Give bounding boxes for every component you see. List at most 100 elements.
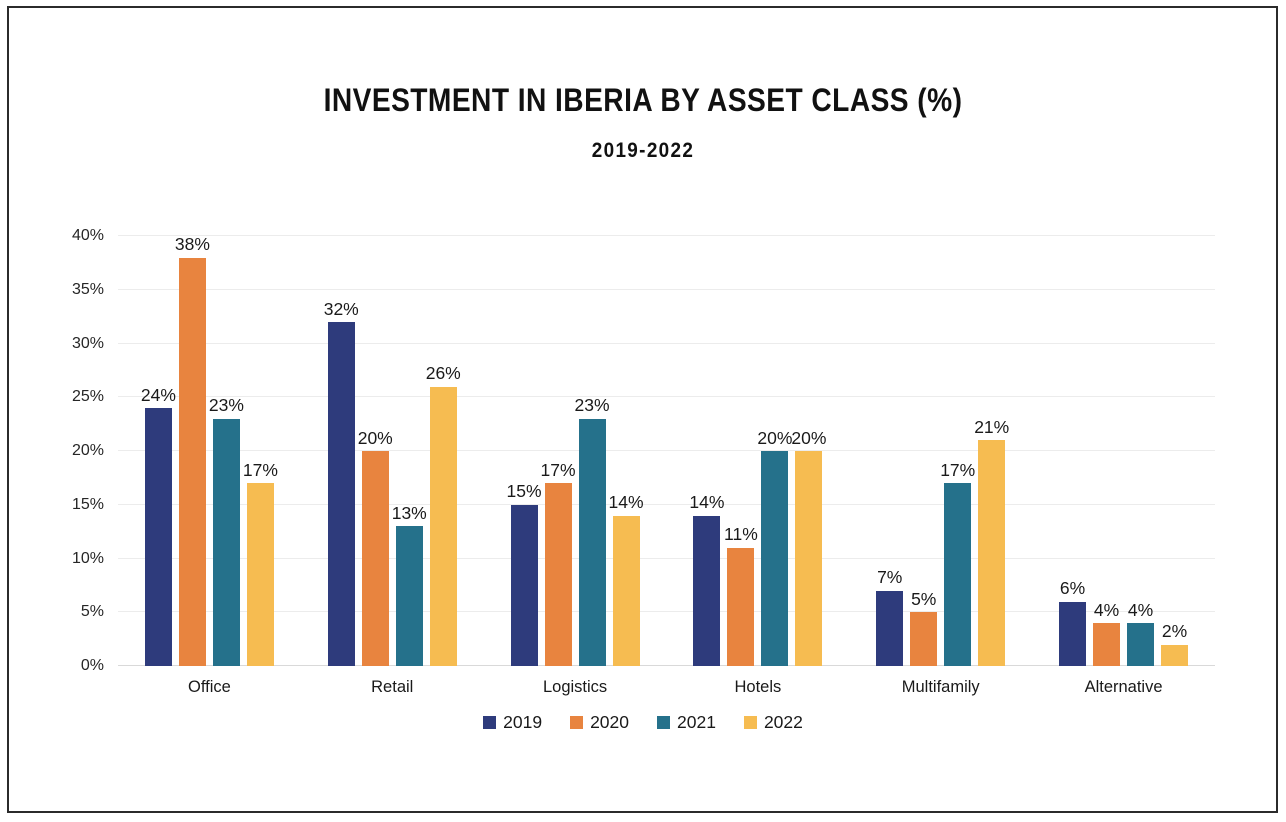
bar-slot-2019-multifamily: 7% (876, 569, 904, 666)
category-label-multifamily: Multifamily (901, 678, 980, 696)
bar-slot-2022-logistics: 14% (609, 493, 644, 666)
bar-group-office: 24% 38% 23% 17% (118, 235, 301, 666)
legend-swatch-icon (483, 716, 497, 730)
bar-value-label: 14% (608, 492, 644, 512)
bar-2022-logistics (612, 515, 640, 666)
legend-item-2019: 2019 (483, 712, 543, 732)
bar-value-label: 2% (1161, 621, 1188, 641)
y-axis-tick-label: 15% (71, 495, 104, 513)
bar-2019-alternative (1059, 601, 1087, 666)
bar-slot-2019-retail: 32% (324, 300, 359, 666)
bar-2020-alternative (1093, 623, 1121, 666)
bar-slot-2019-alternative: 6% (1059, 579, 1087, 666)
legend-label: 2019 (503, 712, 543, 732)
gridline (118, 288, 1215, 290)
bar-slot-2022-alternative: 2% (1161, 622, 1189, 666)
y-axis-tick-label: 30% (71, 334, 104, 352)
bar-value-label: 5% (911, 588, 937, 609)
bar-2022-alternative (1161, 644, 1189, 666)
bar-2020-retail (361, 451, 389, 666)
bar-2022-retail (429, 386, 457, 666)
bar-value-label: 38% (174, 234, 210, 254)
bar-value-label: 6% (1059, 578, 1086, 598)
legend-label: 2020 (590, 712, 629, 732)
bar-slot-2021-multifamily: 17% (940, 461, 975, 666)
bar-slot-2021-hotels: 20% (757, 429, 792, 666)
bar-value-label: 32% (323, 298, 359, 319)
bar-slot-2020-multifamily: 5% (910, 590, 938, 666)
y-axis-tick-label: 20% (71, 442, 104, 459)
bar-slot-2019-logistics: 15% (507, 483, 542, 666)
y-axis-tick-label: 10% (71, 549, 104, 567)
bar-value-label: 20% (357, 427, 393, 448)
bar-value-label: 17% (242, 459, 278, 480)
bar-2021-hotels (761, 451, 789, 666)
bar-slot-2022-multifamily: 21% (974, 418, 1009, 666)
bar-2019-multifamily (876, 590, 904, 666)
bar-2021-office (212, 418, 240, 666)
bar-value-label: 11% (724, 524, 758, 545)
category-label-retail: Retail (371, 678, 414, 696)
bar-slot-2020-office: 38% (175, 235, 210, 666)
bar-slot-2022-office: 17% (243, 461, 278, 666)
bar-value-label: 23% (574, 395, 610, 416)
bar-value-label: 13% (391, 502, 427, 523)
bar-slot-2020-hotels: 11% (724, 526, 758, 666)
bar-2022-office (246, 483, 274, 666)
bar-2019-office (144, 408, 172, 666)
bar-2020-hotels (727, 547, 755, 666)
y-axis-tick-label: 0% (80, 657, 104, 674)
legend: 2019 2020 2021 2022 (0, 712, 1286, 732)
bar-value-label: 17% (540, 459, 576, 480)
gridline (118, 396, 1215, 398)
bar-group-hotels: 14% 11% 20% 20% (666, 236, 849, 666)
y-axis-tick-label: 35% (71, 280, 104, 298)
y-axis-tick-label: 25% (71, 388, 104, 406)
bar-slot-2021-office: 23% (209, 397, 244, 666)
bar-value-label: 26% (425, 363, 461, 383)
bar-value-label: 20% (757, 427, 793, 448)
bar-group-multifamily: 7% 5% 17% 21% (849, 236, 1032, 666)
bar-value-label: 15% (506, 481, 542, 502)
bar-value-label: 17% (940, 459, 976, 480)
bar-2022-multifamily (978, 440, 1006, 666)
bar-2019-retail (327, 322, 355, 666)
legend-swatch-icon (743, 716, 757, 730)
gridline (118, 450, 1215, 451)
bar-groups: 24% 38% 23% 17% 32% 20% 13% 26% 15% 17% 23% 14% 14% 1… (118, 235, 1215, 666)
gridline (118, 557, 1215, 559)
bar-2019-hotels (693, 515, 721, 666)
bar-group-alternative: 6% 4% 4% 2% (1032, 236, 1215, 666)
gridline (118, 503, 1215, 505)
bar-value-label: 21% (974, 416, 1010, 437)
legend-label: 2022 (763, 712, 803, 732)
bar-slot-2022-hotels: 20% (791, 429, 826, 666)
bar-2022-hotels (795, 451, 823, 666)
legend-label: 2021 (677, 712, 716, 732)
bar-2021-retail (395, 526, 423, 666)
y-axis-tick-label: 40% (71, 227, 104, 244)
bar-2021-alternative (1127, 623, 1155, 666)
chart-title: INVESTMENT IN IBERIA BY ASSET CLASS (%) (323, 82, 963, 118)
legend-item-2021: 2021 (657, 712, 716, 732)
bar-value-label: 23% (208, 395, 244, 416)
legend-swatch-icon (570, 716, 584, 730)
y-axis-tick-label: 5% (80, 603, 104, 621)
gridline (118, 611, 1215, 613)
bar-value-label: 4% (1093, 599, 1120, 620)
bar-2020-office (178, 257, 206, 666)
bar-slot-2020-logistics: 17% (541, 461, 576, 666)
bar-slot-2021-retail: 13% (392, 504, 427, 666)
legend-item-2020: 2020 (570, 712, 629, 732)
bar-slot-2020-retail: 20% (358, 429, 393, 666)
bar-slot-2019-hotels: 14% (689, 493, 724, 666)
category-label-alternative: Alternative (1084, 678, 1163, 696)
bar-group-logistics: 15% 17% 23% 14% (484, 236, 667, 666)
bar-value-label: 4% (1127, 599, 1154, 620)
bar-2021-multifamily (944, 483, 972, 666)
bar-slot-2022-retail: 26% (426, 364, 461, 666)
x-axis-category-labels: Office Retail Logistics Hotels Multifamily Al… (118, 678, 1215, 697)
bar-value-label: 24% (140, 384, 176, 405)
chart-subtitle: 2019-2022 (591, 139, 695, 162)
